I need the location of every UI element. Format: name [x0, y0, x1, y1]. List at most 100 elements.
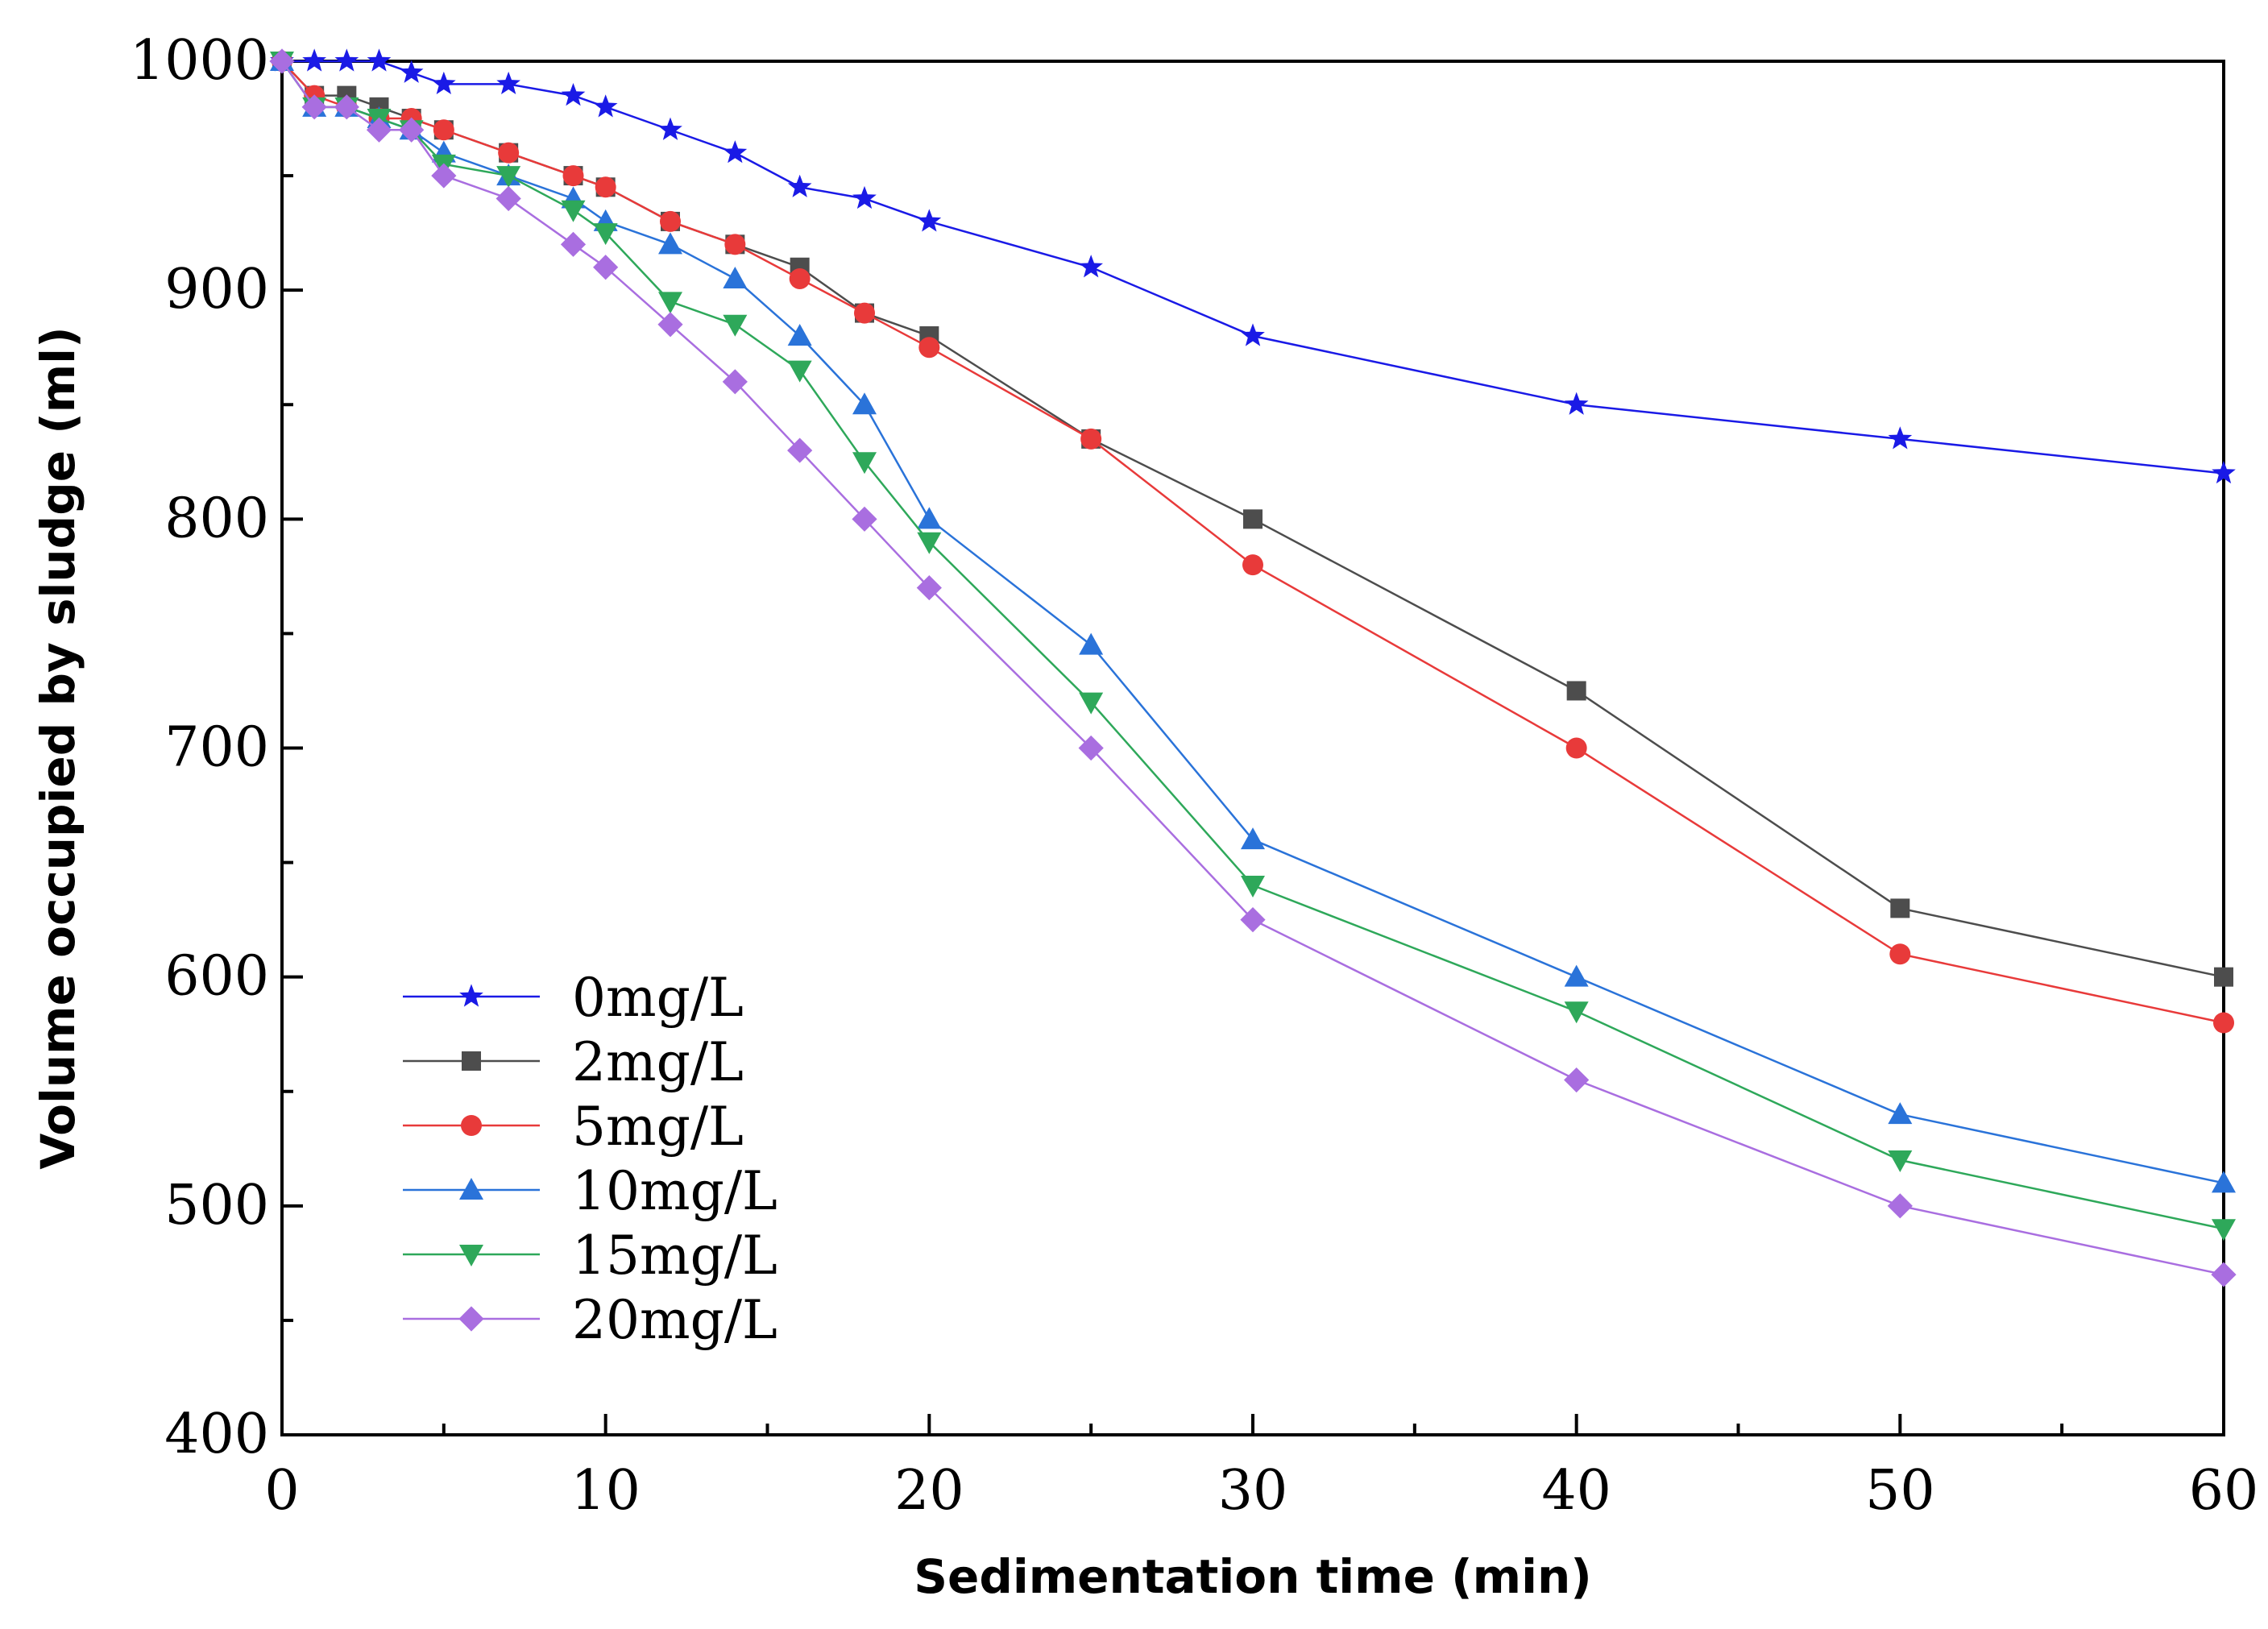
data-point [854, 302, 875, 324]
legend-item: 0mg/L [403, 967, 744, 1029]
x-tick-label: 50 [1865, 1459, 1935, 1523]
data-point [2212, 1219, 2236, 1241]
y-tick-label: 1000 [130, 29, 269, 93]
data-point [918, 337, 940, 359]
data-point [334, 94, 359, 120]
data-point [1890, 898, 1910, 918]
data-point [1564, 964, 1589, 987]
y-tick-label: 600 [164, 945, 269, 1009]
data-point [301, 94, 327, 120]
data-point [917, 507, 942, 529]
legend-label: 20mg/L [572, 1289, 777, 1351]
legend-marker [459, 1245, 483, 1266]
data-point [723, 140, 748, 164]
data-point [1080, 428, 1102, 450]
data-point [1565, 737, 1587, 759]
data-point [302, 48, 326, 72]
data-point [1889, 943, 1911, 965]
y-tick-label: 500 [164, 1174, 269, 1237]
data-point [658, 117, 682, 140]
series-15mg-l [270, 52, 2236, 1241]
legend-marker [458, 1306, 484, 1332]
data-point [399, 117, 425, 143]
y-tick-label: 400 [164, 1403, 269, 1466]
data-point [916, 574, 942, 601]
legend-marker [459, 984, 483, 1007]
data-point [433, 119, 454, 141]
data-point [787, 437, 813, 463]
x-tick-labels: 0 10 20 30 40 50 60 [264, 1459, 2258, 1523]
series-line [282, 60, 2224, 475]
data-point [657, 312, 683, 338]
data-point [334, 48, 359, 72]
data-point [495, 185, 521, 212]
data-point [658, 292, 682, 314]
data-point [1242, 554, 1263, 576]
legend-item: 2mg/L [403, 1031, 744, 1093]
data-point [1243, 509, 1263, 529]
data-point [1564, 1001, 1589, 1024]
data-point [2213, 1012, 2234, 1034]
data-point [723, 266, 748, 288]
series-0mg-l [270, 48, 2236, 484]
data-point [1079, 632, 1104, 655]
data-point [2214, 967, 2233, 987]
data-point [852, 185, 877, 209]
data-point [724, 234, 746, 255]
data-point [852, 506, 877, 532]
data-point [399, 60, 424, 83]
data-point [722, 369, 748, 395]
series-20mg-l [269, 48, 2237, 1287]
data-point [660, 210, 681, 232]
data-point [496, 71, 520, 95]
data-point [496, 166, 521, 189]
legend-label: 0mg/L [572, 967, 744, 1029]
data-point [658, 232, 682, 255]
data-point [917, 209, 942, 232]
data-point [2211, 1262, 2237, 1287]
data-point [562, 165, 584, 187]
data-point [1887, 1193, 1913, 1219]
data-point [2212, 460, 2236, 484]
data-point [1564, 1067, 1590, 1093]
data-point [1566, 681, 1586, 701]
data-point [269, 48, 295, 74]
data-point [1240, 907, 1266, 933]
legend-item: 5mg/L [403, 1096, 744, 1158]
data-point [593, 223, 618, 246]
data-point [498, 142, 520, 164]
data-point [593, 255, 619, 280]
data-point [787, 324, 812, 346]
major-ticks [280, 60, 2225, 1436]
y-tick-labels: 400 500 600 700 800 900 1000 [130, 29, 269, 1466]
data-point [1241, 876, 1265, 897]
data-point [852, 452, 877, 475]
data-point [917, 532, 942, 554]
data-point [1078, 735, 1104, 761]
legend-marker [459, 1178, 483, 1200]
legend-label: 5mg/L [572, 1096, 744, 1158]
data-point [367, 48, 392, 72]
y-axis-title: Volume occupied by sludge (ml) [31, 326, 85, 1169]
data-point [787, 174, 812, 197]
data-point [1241, 323, 1265, 346]
x-tick-label: 10 [570, 1459, 641, 1523]
series-10mg-l [270, 49, 2236, 1193]
y-tick-label: 800 [164, 487, 269, 550]
data-point [2212, 1171, 2236, 1193]
legend-item: 10mg/L [403, 1160, 777, 1222]
data-point [852, 392, 877, 415]
x-tick-label: 20 [894, 1459, 964, 1523]
legend-label: 15mg/L [572, 1225, 777, 1287]
legend-item: 15mg/L [403, 1225, 777, 1287]
data-point [1888, 1102, 1913, 1125]
data-point [1079, 255, 1103, 278]
data-point [1888, 1150, 1913, 1172]
data-point [787, 360, 812, 383]
data-point [789, 267, 811, 289]
legend-marker [462, 1051, 481, 1071]
legend-label: 2mg/L [572, 1031, 744, 1093]
series-layer [269, 48, 2237, 1287]
data-point [560, 231, 587, 257]
